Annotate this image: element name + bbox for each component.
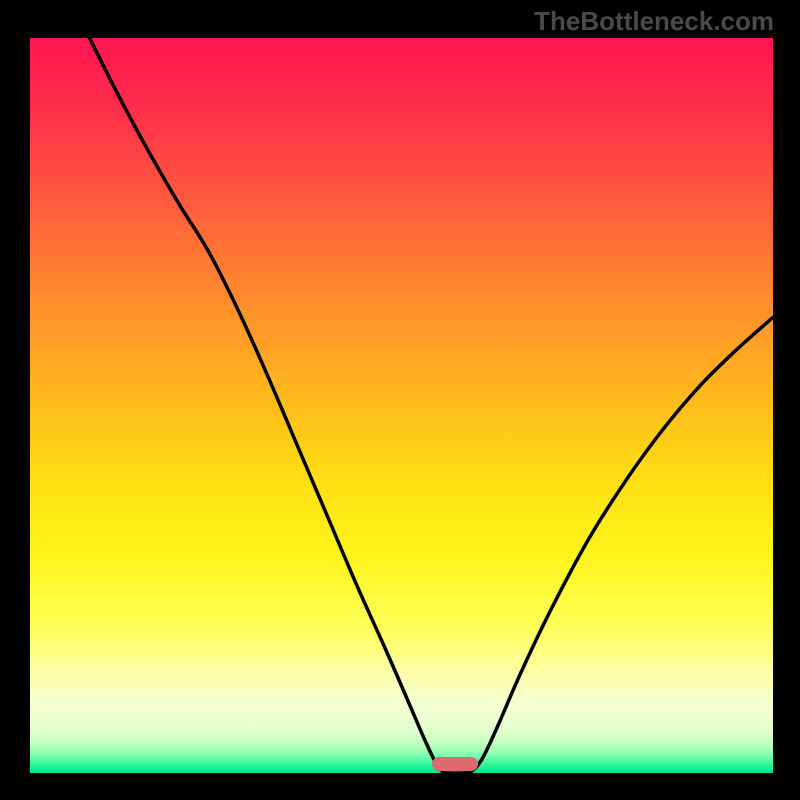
chart-frame: TheBottleneck.com xyxy=(0,0,800,800)
curve-path xyxy=(89,38,773,773)
watermark-text: TheBottleneck.com xyxy=(534,6,774,37)
bottleneck-curve xyxy=(30,38,773,773)
optimum-marker xyxy=(432,757,478,771)
plot-area xyxy=(30,38,773,773)
